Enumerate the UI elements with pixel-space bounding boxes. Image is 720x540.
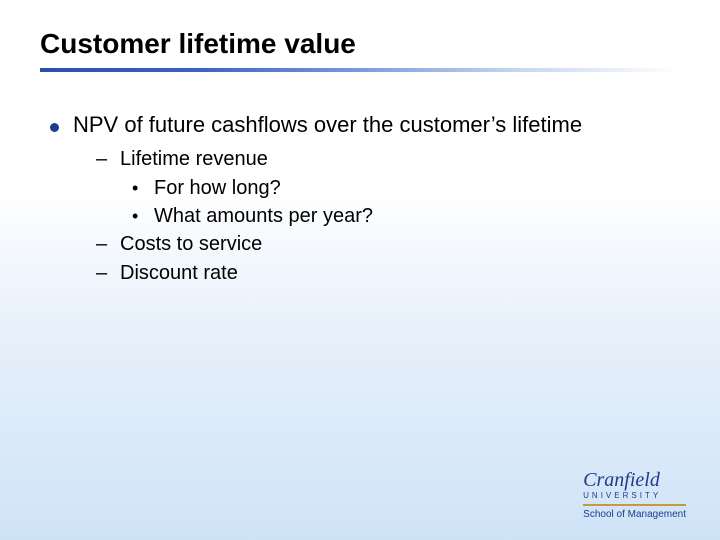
logo-school: School of Management (583, 509, 686, 520)
dot-icon: • (132, 178, 144, 199)
title-divider (40, 68, 680, 72)
logo-divider (583, 504, 686, 506)
bullet-level-2: – Discount rate (96, 262, 680, 285)
content-area: NPV of future cashflows over the custome… (40, 112, 680, 285)
slide: Customer lifetime value NPV of future ca… (0, 0, 720, 540)
bullet-l2-text: Lifetime revenue (120, 148, 268, 171)
bullet-l2-text: Discount rate (120, 262, 238, 285)
bullet-l1-text: NPV of future cashflows over the custome… (73, 112, 582, 138)
sub-list: – Lifetime revenue • For how long? • Wha… (50, 148, 680, 285)
logo-name: Cranfield (583, 470, 686, 490)
bullet-l2-text: Costs to service (120, 233, 262, 256)
slide-title: Customer lifetime value (40, 28, 680, 60)
dot-icon: • (132, 206, 144, 227)
bullet-level-3: • What amounts per year? (132, 205, 680, 228)
sub-sub-list: • For how long? • What amounts per year? (96, 177, 680, 228)
bullet-level-2: – Costs to service (96, 233, 680, 256)
bullet-level-3: • For how long? (132, 177, 680, 200)
bullet-l3-text: What amounts per year? (154, 205, 373, 228)
bullet-level-1: NPV of future cashflows over the custome… (50, 112, 680, 138)
dash-icon: – (96, 262, 110, 285)
dash-icon: – (96, 233, 110, 256)
university-logo: Cranfield UNIVERSITY School of Managemen… (583, 470, 686, 520)
bullet-level-2: – Lifetime revenue (96, 148, 680, 171)
dash-icon: – (96, 148, 110, 171)
logo-university: UNIVERSITY (583, 491, 686, 500)
bullet-icon (50, 123, 59, 132)
bullet-l3-text: For how long? (154, 177, 281, 200)
